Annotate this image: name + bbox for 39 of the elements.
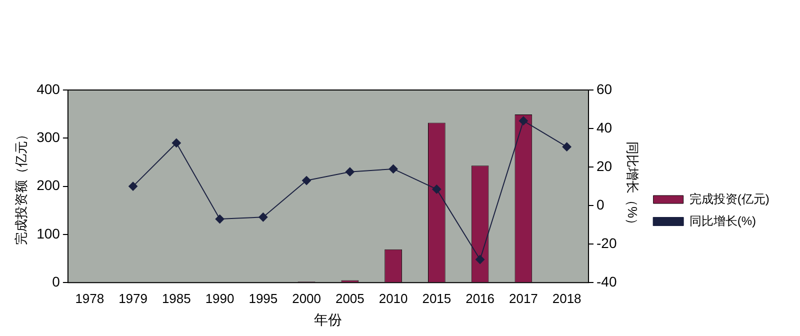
y2-tick-label: 20	[596, 158, 612, 174]
point	[215, 214, 224, 224]
x-tick-label: 2005	[335, 290, 364, 306]
x-tick-label: 1978	[75, 290, 104, 306]
y-tick-label: 300	[36, 129, 60, 146]
point	[258, 212, 268, 222]
x-tick-label: 2015	[422, 290, 452, 306]
point	[302, 176, 312, 186]
x-tick-label: 2000	[292, 290, 321, 306]
point	[432, 184, 442, 194]
y2-tick-label: 60	[596, 80, 612, 97]
point	[172, 138, 181, 148]
x-tick-label: 1990	[205, 290, 234, 306]
x-tick-label: 1985	[162, 290, 191, 306]
y-axis-title: 完成投资额（亿元）	[13, 128, 28, 245]
legend-label: 完成投资(亿元)	[689, 192, 770, 206]
x-tick-label: 2016	[466, 290, 495, 306]
point	[128, 182, 138, 191]
y-tick-label: 200	[36, 177, 60, 194]
point	[562, 142, 572, 152]
y2-tick-label: 40	[596, 119, 612, 136]
x-axis-title: 年份	[314, 311, 342, 328]
y2-tick-label: -40	[596, 273, 617, 290]
y2-tick-label: 0	[596, 196, 604, 212]
y-tick-label: 400	[36, 80, 60, 97]
x-tick-label: 2018	[552, 290, 582, 306]
x-tick-label: 2017	[508, 290, 538, 306]
x-tick-label: 1995	[248, 290, 278, 306]
y-tick-label: 100	[36, 225, 60, 242]
y-tick-label: 0	[52, 273, 60, 290]
y2-axis-title: 同比增长（%）	[624, 142, 640, 232]
x-tick-label: 2010	[378, 290, 408, 306]
x-tick-label: 1979	[118, 290, 148, 306]
legend-label: 同比增长(%)	[689, 214, 756, 228]
point	[388, 164, 398, 174]
y2-tick-label: -20	[596, 234, 617, 251]
point	[345, 167, 354, 176]
point	[518, 116, 528, 126]
point	[476, 254, 485, 264]
